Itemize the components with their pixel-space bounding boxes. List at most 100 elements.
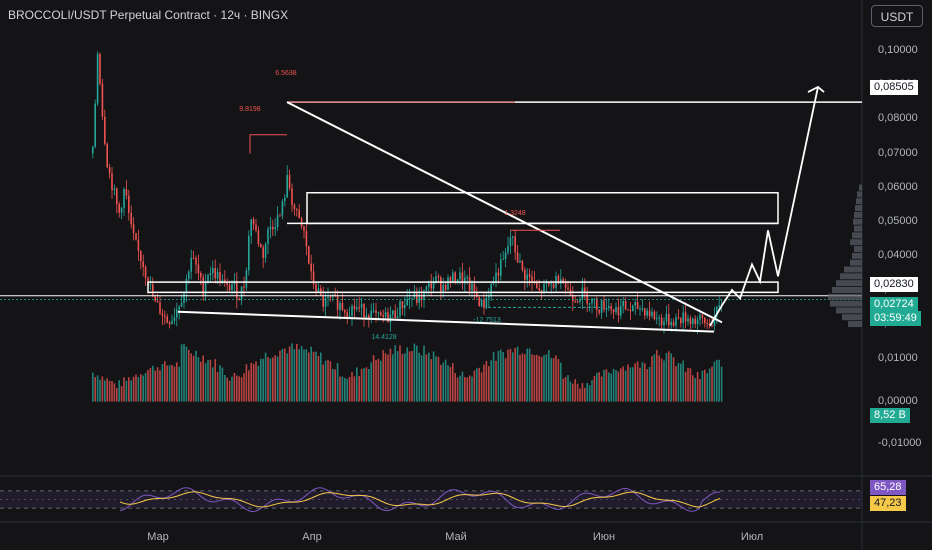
candle-body (262, 247, 264, 258)
oscillator-bar (394, 345, 396, 402)
candle-body (128, 195, 130, 213)
oscillator-bar (154, 370, 156, 402)
candle-body (627, 309, 629, 311)
oscillator-bar (516, 346, 519, 402)
rsi-value-label: 65,28 (870, 480, 906, 495)
oscillator-bar (708, 368, 711, 402)
candle-body (521, 260, 524, 270)
oscillator-bar (488, 366, 490, 402)
volume-profile-bar (836, 280, 862, 287)
oscillator-bar (456, 377, 459, 402)
oscillator-bar (716, 359, 718, 402)
wedge-upper-line (286, 101, 723, 324)
level-price-label: 0,02830 (870, 277, 918, 292)
oscillator-bar (564, 377, 567, 402)
oscillator-bar (384, 353, 387, 402)
oscillator-bar (202, 355, 204, 402)
candle-body (701, 314, 704, 318)
oscillator-bar (375, 359, 377, 402)
oscillator-bar (200, 361, 202, 402)
oscillator-bar (166, 365, 168, 402)
oscillator-bar (356, 367, 358, 402)
x-tick-label: Май (445, 531, 467, 543)
candle-body (363, 303, 365, 318)
volume-profile-bar (840, 273, 862, 280)
candle-body (356, 307, 358, 309)
candle-body (123, 189, 125, 209)
candle-body (269, 227, 272, 230)
oscillator-bar (627, 364, 629, 402)
candle-body (478, 297, 480, 307)
oscillator-bar (682, 360, 684, 402)
oscillator-bar (92, 372, 94, 402)
volume-profile-bar (856, 198, 862, 205)
candle-body (380, 312, 382, 316)
oscillator-bar (204, 363, 207, 402)
candle-body (416, 292, 418, 303)
oscillator-bar (190, 353, 192, 402)
oscillator-bar (428, 352, 430, 402)
candle-body (653, 311, 656, 320)
candle-body (348, 315, 351, 317)
candle-body (704, 317, 706, 323)
candle-body (468, 277, 471, 291)
oscillator-bar (672, 357, 675, 402)
y-tick-label: 0,04000 (878, 248, 918, 261)
oscillator-bar (336, 362, 339, 402)
candle-body (675, 317, 677, 326)
oscillator-bar (512, 352, 514, 402)
candle-body (694, 318, 696, 324)
candle-body (255, 224, 257, 231)
oscillator-bar (665, 353, 668, 402)
candle-body (502, 258, 504, 260)
candle-body (108, 167, 111, 174)
oscillator-bar (377, 358, 380, 402)
candle-body (92, 146, 94, 154)
oscillator-bar (480, 372, 483, 402)
candle-body (384, 312, 387, 317)
oscillator-bar (696, 372, 699, 402)
candle-body (394, 310, 396, 319)
candle-body (272, 227, 274, 230)
volume-profile-bar (855, 205, 862, 212)
candle-body (449, 277, 452, 283)
oscillator-bar (185, 346, 188, 402)
oscillator-bar (620, 368, 622, 402)
oscillator-bar (615, 370, 617, 402)
oscillator-bar (713, 361, 716, 402)
volume-profile-bar (850, 239, 862, 246)
oscillator-bar (360, 368, 363, 402)
oscillator-bar (108, 381, 111, 402)
candle-body (514, 236, 516, 253)
candle-body (548, 282, 550, 285)
oscillator-bar (164, 361, 166, 402)
candle-body (432, 282, 435, 289)
candle-body (598, 309, 600, 313)
candle-body (243, 286, 245, 288)
candle-body (212, 268, 214, 274)
candle-body (156, 300, 159, 303)
candle-body (490, 283, 492, 297)
oscillator-bar (149, 368, 152, 402)
oscillator-bar (562, 378, 564, 402)
candle-body (639, 308, 641, 310)
oscillator-bar (236, 375, 238, 402)
candle-body (267, 229, 269, 244)
oscillator-bar (125, 380, 128, 402)
oscillator-bar (315, 351, 317, 402)
candle-body (118, 203, 120, 213)
oscillator-bar (476, 368, 478, 402)
oscillator-bar (226, 377, 228, 402)
candle-body (644, 308, 646, 316)
oscillator-bar (471, 376, 473, 402)
oscillator-bar (663, 360, 665, 402)
candle-body (404, 304, 406, 309)
currency-button[interactable]: USDT (871, 5, 923, 27)
candle-body (488, 296, 490, 298)
oscillator-bar (300, 345, 303, 402)
candle-body (454, 272, 456, 283)
candle-body (603, 300, 605, 310)
candle-body (617, 306, 620, 316)
candle-body (624, 300, 627, 310)
